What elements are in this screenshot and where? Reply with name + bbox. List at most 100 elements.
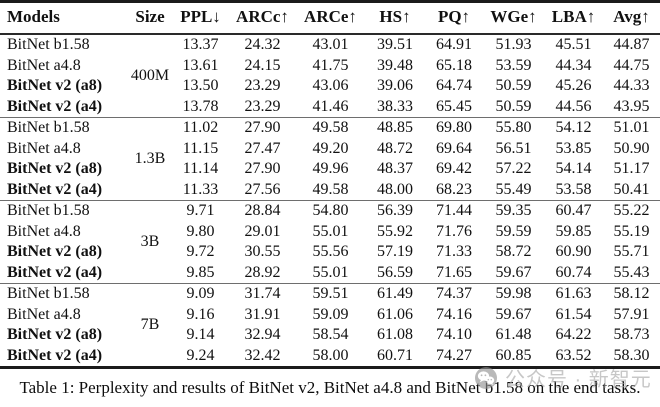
table-row: BitNet b1.58 3B 9.71 28.84 54.80 56.39 71.44 59… (0, 200, 660, 284)
table-row: BitNet v2 (a4) 9.85 28.92 55.01 56.59 71.65 59… (0, 263, 660, 284)
table-row: BitNet v2 (a8) 9.72 30.55 55.56 57.19 71.33 58… (0, 242, 660, 263)
metric-value: 57.19 (377, 243, 413, 260)
metric-value: 58.73 (613, 326, 650, 343)
metric-value: 59.98 (483, 283, 544, 305)
metric-value: 71.44 (425, 200, 483, 222)
metric-value: 57.91 (613, 305, 650, 323)
metric-value: 43.01 (296, 33, 365, 56)
metric-value: 27.47 (244, 139, 281, 157)
metric-value: 29.01 (244, 222, 281, 240)
metric-value: 61.54 (555, 305, 592, 323)
metric-value: 74.16 (436, 305, 472, 323)
metric-value: 44.75 (613, 56, 650, 74)
model-name: BitNet a4.8 (7, 305, 81, 323)
metric-value: 24.32 (229, 33, 296, 56)
metric-value: 24.15 (244, 56, 281, 74)
column-header-3: ARCc↑ (229, 1, 296, 35)
table-body: BitNet b1.58 400M 13.37 24.32 43.01 39.51 64.9… (0, 33, 660, 368)
metric-value: 44.56 (555, 97, 592, 115)
model-name: BitNet v2 (a4) (7, 263, 103, 281)
metric-value: 51.01 (603, 117, 660, 139)
metric-value: 55.01 (312, 263, 349, 281)
metric-value: 64.91 (425, 33, 483, 56)
column-header-8: LBA↑ (544, 1, 603, 35)
table-row: BitNet v2 (a8) 11.14 27.90 49.96 48.37 69.42 5… (0, 159, 660, 180)
metric-value: 39.06 (377, 77, 413, 94)
metric-value: 50.90 (613, 139, 650, 157)
metric-value: 55.43 (613, 263, 650, 281)
table-row: BitNet v2 (a8) 9.14 32.94 58.54 61.08 74.10 61… (0, 325, 660, 346)
model-name: BitNet b1.58 (0, 200, 128, 222)
metric-value: 50.41 (613, 180, 650, 198)
metric-value: 59.09 (312, 305, 349, 323)
metric-value: 53.59 (495, 56, 532, 74)
metric-value: 48.00 (377, 180, 413, 198)
metric-value: 45.51 (544, 33, 603, 56)
metric-value: 30.55 (244, 243, 281, 260)
column-header-5: HS↑ (365, 1, 425, 35)
table-row: BitNet a4.8 11.15 27.47 49.20 48.72 69.64 56.5… (0, 139, 660, 160)
metric-value: 60.90 (555, 243, 592, 260)
column-header-4: ARCe↑ (296, 1, 365, 35)
metric-value: 55.56 (312, 243, 349, 260)
metric-value: 58.72 (495, 243, 532, 260)
table-row: BitNet v2 (a4) 11.33 27.56 49.58 48.00 68.23 5… (0, 180, 660, 201)
metric-value: 31.74 (229, 283, 296, 305)
metric-value: 41.75 (312, 56, 349, 74)
size-cell: 1.3B (128, 117, 172, 201)
metric-value: 11.15 (182, 139, 219, 157)
table-row: BitNet v2 (a4) 13.78 23.29 41.46 38.33 65.45 5… (0, 97, 660, 118)
metric-value: 59.51 (296, 283, 365, 305)
metric-value: 48.72 (377, 139, 413, 157)
metric-value: 74.27 (436, 346, 472, 364)
metric-value: 54.12 (544, 117, 603, 139)
metric-value: 11.02 (172, 117, 229, 139)
metric-value: 74.10 (436, 326, 472, 343)
metric-value: 9.85 (186, 263, 215, 281)
column-header-0: Models (0, 1, 128, 35)
metric-value: 55.80 (483, 117, 544, 139)
metric-value: 50.59 (495, 97, 532, 115)
metric-value: 65.45 (436, 97, 472, 115)
model-name: BitNet v2 (a4) (7, 346, 103, 364)
metric-value: 31.91 (244, 305, 281, 323)
metric-value: 64.22 (555, 326, 592, 343)
metric-value: 39.48 (377, 56, 413, 74)
metric-value: 55.19 (613, 222, 650, 240)
model-name: BitNet v2 (a8) (7, 77, 103, 94)
metric-value: 60.74 (555, 263, 592, 281)
metric-value: 23.29 (244, 77, 281, 94)
metric-value: 59.67 (495, 263, 532, 281)
metric-value: 58.30 (613, 346, 650, 364)
metric-value: 44.34 (555, 56, 592, 74)
metric-value: 60.71 (377, 346, 413, 364)
metric-value: 48.37 (377, 160, 413, 177)
metric-value: 69.80 (425, 117, 483, 139)
metric-value: 59.35 (483, 200, 544, 222)
model-name: BitNet v2 (a8) (7, 326, 103, 343)
metric-value: 71.33 (436, 243, 472, 260)
size-cell: 400M (128, 33, 172, 118)
metric-value: 13.78 (182, 97, 219, 115)
metric-value: 58.54 (312, 326, 349, 343)
table-row: BitNet b1.58 7B 9.09 31.74 59.51 61.49 74.37 59… (0, 283, 660, 368)
column-header-9: Avg↑ (603, 1, 660, 35)
metric-value: 44.33 (613, 77, 650, 94)
table-row: BitNet a4.8 13.61 24.15 41.75 39.48 65.18 53.5… (0, 56, 660, 77)
metric-value: 27.56 (244, 180, 281, 198)
size-cell: 7B (128, 283, 172, 368)
metric-value: 45.26 (555, 77, 592, 94)
model-name: BitNet v2 (a8) (7, 160, 103, 177)
metric-value: 9.14 (186, 326, 215, 343)
metric-value: 28.84 (229, 200, 296, 222)
metric-value: 55.92 (377, 222, 413, 240)
metric-value: 58.00 (312, 346, 349, 364)
metric-value: 61.63 (544, 283, 603, 305)
metric-value: 68.23 (436, 180, 472, 198)
metric-value: 51.93 (483, 33, 544, 56)
metric-value: 56.39 (365, 200, 425, 222)
model-name: BitNet v2 (a4) (7, 97, 103, 115)
table-row: BitNet b1.58 1.3B 11.02 27.90 49.58 48.85 69.8… (0, 117, 660, 201)
metric-value: 13.50 (182, 77, 219, 94)
metric-value: 54.80 (296, 200, 365, 222)
